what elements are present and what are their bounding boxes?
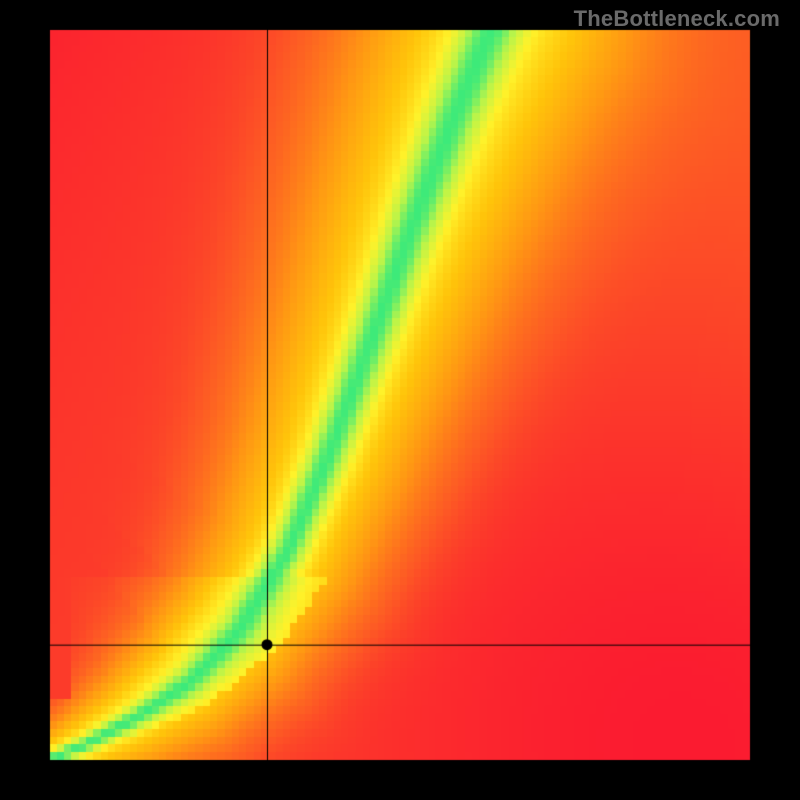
heatmap-canvas [0,0,800,800]
watermark-text: TheBottleneck.com [574,6,780,32]
